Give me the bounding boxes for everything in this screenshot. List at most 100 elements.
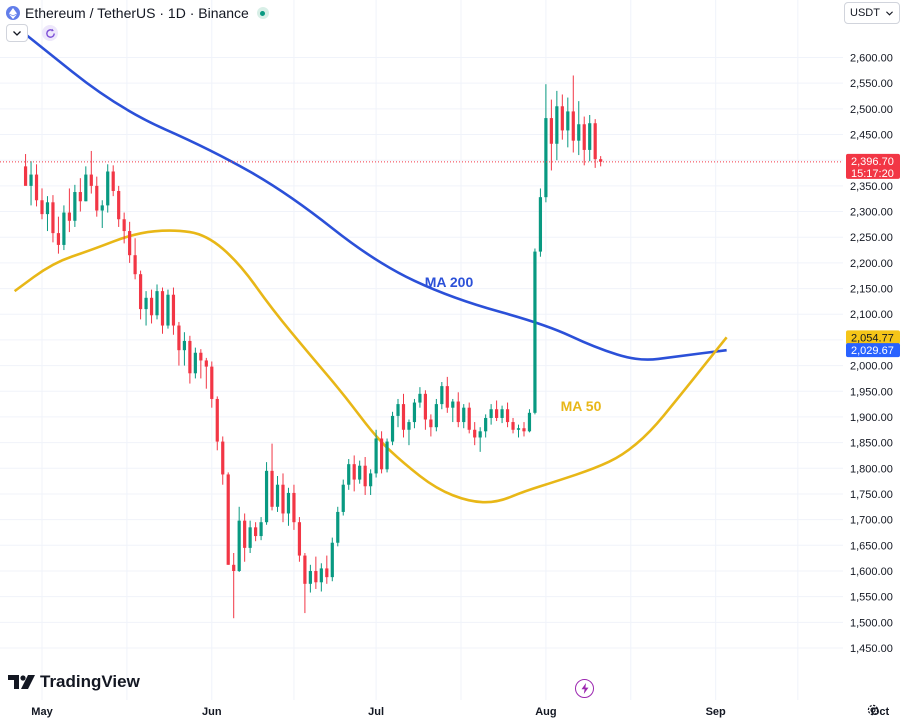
candle-body xyxy=(462,407,466,423)
candle-body xyxy=(369,473,373,487)
candle-body xyxy=(560,106,564,131)
candle-body xyxy=(45,202,50,215)
moving-averages: MA 200 MA 50 xyxy=(13,33,728,504)
chevron-down-icon xyxy=(886,11,893,16)
y-tick-label: 2,200.00 xyxy=(850,258,893,270)
candle-body xyxy=(237,520,241,571)
candle-body xyxy=(111,171,115,192)
x-tick-label: May xyxy=(31,706,53,718)
candle-body xyxy=(484,417,488,432)
candle-body xyxy=(297,522,302,556)
chart-gridlines xyxy=(0,0,843,700)
candle-body xyxy=(248,527,252,548)
candle-body xyxy=(226,474,230,565)
last-price-tag xyxy=(846,153,900,179)
y-tick-label: 2,500.00 xyxy=(850,104,893,116)
tradingview-logo[interactable]: TradingView xyxy=(8,672,140,692)
candle-body xyxy=(434,404,438,428)
candle-body xyxy=(571,111,575,141)
candle-body xyxy=(270,470,274,507)
candle-body xyxy=(401,404,406,430)
candle-body xyxy=(407,422,411,430)
ma-label: MA 200 xyxy=(425,274,474,290)
candle-body xyxy=(182,340,187,351)
candle-body xyxy=(275,484,280,507)
x-tick-label: Jun xyxy=(202,706,222,718)
candle-body xyxy=(106,171,110,206)
candle-body xyxy=(549,118,553,144)
candle-body xyxy=(160,291,165,326)
candle-body xyxy=(193,352,197,374)
candle-body xyxy=(451,401,455,408)
candle-body xyxy=(445,386,449,408)
y-tick-label: 1,450.00 xyxy=(850,643,893,655)
candle-body xyxy=(67,212,71,221)
candle-body xyxy=(133,255,137,275)
candle-body xyxy=(358,465,362,480)
ma200-tag xyxy=(846,343,900,358)
ma50-tag-text: 2,054.77 xyxy=(851,332,894,344)
x-tick-label: Jul xyxy=(368,706,384,718)
candle-body xyxy=(23,166,28,186)
candle-body xyxy=(221,441,225,475)
candle-body xyxy=(582,124,586,150)
candle-body xyxy=(243,520,247,548)
lightning-icon[interactable] xyxy=(575,679,594,698)
candle-body xyxy=(100,205,104,211)
y-tick-label: 2,150.00 xyxy=(850,284,893,296)
candle-body xyxy=(303,555,307,584)
ethereum-icon xyxy=(6,6,20,20)
candle-body xyxy=(204,360,208,367)
candle-body xyxy=(412,402,417,423)
candle-body xyxy=(73,192,77,221)
currency-label: USDT xyxy=(850,7,880,19)
collapse-legend-button[interactable] xyxy=(6,24,28,42)
candle-body xyxy=(166,294,170,326)
y-tick-label: 1,850.00 xyxy=(850,438,893,450)
candle-body xyxy=(78,192,82,202)
y-tick-label: 2,550.00 xyxy=(850,78,893,90)
candle-body xyxy=(588,123,592,150)
candle-body xyxy=(533,251,537,413)
x-tick-label: Aug xyxy=(535,706,556,718)
market-open-dot-icon xyxy=(256,7,269,19)
candle-body xyxy=(379,438,384,470)
y-tick-label: 1,600.00 xyxy=(850,566,893,578)
ma50-tag xyxy=(846,330,900,345)
last-price-tag-text: 15:17:20 xyxy=(851,168,894,180)
candle-body xyxy=(423,393,427,420)
candle-body xyxy=(555,106,559,144)
candle-body xyxy=(599,159,603,162)
gear-icon[interactable] xyxy=(866,703,880,717)
candle-body xyxy=(440,386,444,405)
candle-body xyxy=(522,428,526,432)
candle-body xyxy=(566,111,570,131)
candle-body xyxy=(286,492,291,514)
symbol-header[interactable]: Ethereum / TetherUS · 1D · Binance xyxy=(6,4,269,22)
candle-body xyxy=(527,412,532,432)
candle-body xyxy=(500,409,504,418)
refresh-icon[interactable] xyxy=(42,25,58,41)
candle-body xyxy=(56,233,61,245)
ma200-tag-text: 2,029.67 xyxy=(851,345,894,357)
y-tick-label: 1,500.00 xyxy=(850,617,893,629)
y-tick-label: 1,950.00 xyxy=(850,386,893,398)
candle-body xyxy=(138,274,143,310)
candle-body xyxy=(89,174,93,186)
y-tick-label: 2,350.00 xyxy=(850,181,893,193)
candle-body xyxy=(259,522,263,537)
candle-body xyxy=(171,294,176,326)
y-tick-label: 2,450.00 xyxy=(850,130,893,142)
y-tick-label: 1,650.00 xyxy=(850,540,893,552)
candle-body xyxy=(495,409,499,418)
x-tick-label: Sep xyxy=(706,706,726,718)
candle-body xyxy=(199,352,203,361)
ma-label: MA 50 xyxy=(561,398,602,414)
candle-body xyxy=(341,484,345,512)
candle-body xyxy=(347,464,351,485)
currency-button[interactable]: USDT xyxy=(844,2,900,24)
candle-body xyxy=(34,174,39,201)
candle-body xyxy=(314,570,318,583)
x-tick-label: Oct xyxy=(871,706,890,718)
